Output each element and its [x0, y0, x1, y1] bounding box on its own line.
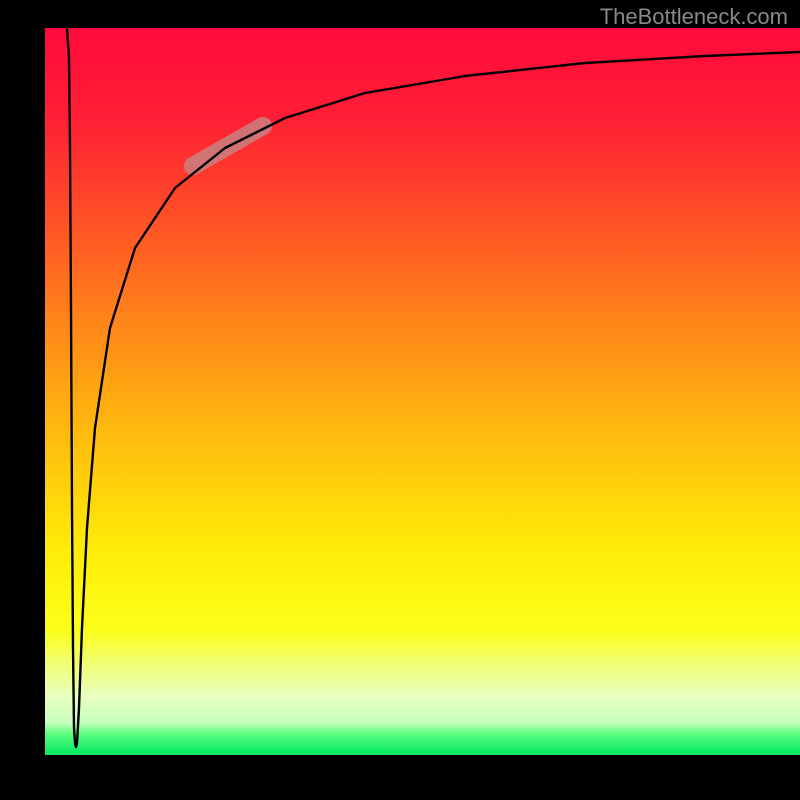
watermark-text: TheBottleneck.com	[600, 4, 788, 30]
bottleneck-curve	[67, 28, 800, 747]
chart-curves	[45, 28, 800, 755]
chart-plot-area	[45, 28, 800, 755]
